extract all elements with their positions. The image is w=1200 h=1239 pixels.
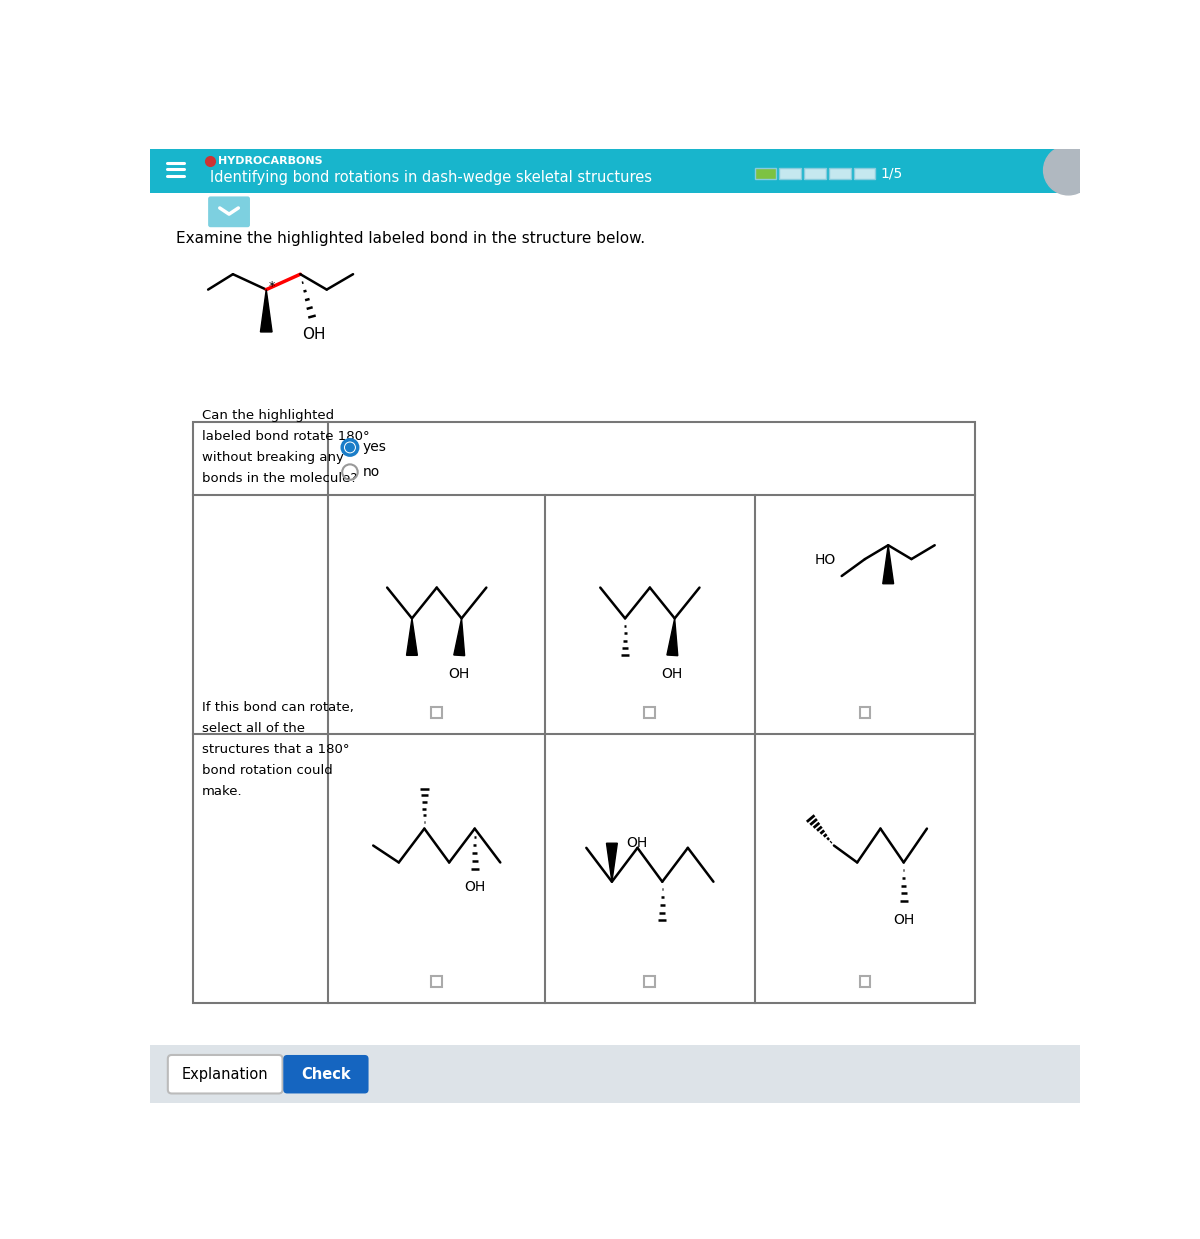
Bar	[431, 976, 442, 987]
Text: Explanation: Explanation	[182, 1067, 269, 1082]
Text: OH: OH	[464, 880, 485, 895]
Text: OH: OH	[661, 667, 683, 681]
Circle shape	[346, 444, 354, 452]
Text: Check: Check	[301, 1067, 350, 1082]
FancyBboxPatch shape	[208, 197, 250, 227]
Polygon shape	[407, 618, 418, 655]
Bar	[859, 707, 870, 717]
Text: HYDROCARBONS: HYDROCARBONS	[218, 156, 323, 166]
Text: OH: OH	[626, 836, 647, 850]
Bar	[829, 169, 851, 178]
Bar	[431, 707, 442, 717]
Text: If this bond can rotate,
select all of the
structures that a 180°
bond rotation : If this bond can rotate, select all of t…	[202, 701, 354, 798]
Bar	[150, 149, 1080, 192]
Bar	[755, 169, 776, 178]
Text: Can the highlighted
labeled bond rotate 180°
without breaking any
bonds in the m: Can the highlighted labeled bond rotate …	[202, 409, 370, 484]
Text: OH: OH	[449, 667, 470, 681]
Text: OH: OH	[893, 912, 914, 927]
Polygon shape	[606, 844, 617, 882]
Bar	[644, 976, 655, 987]
Polygon shape	[883, 545, 894, 584]
Polygon shape	[260, 290, 272, 332]
FancyBboxPatch shape	[168, 1054, 282, 1094]
Text: no: no	[362, 465, 379, 479]
Text: Identifying bond rotations in dash-wedge skeletal structures: Identifying bond rotations in dash-wedge…	[210, 171, 653, 186]
Bar	[859, 976, 870, 987]
FancyBboxPatch shape	[283, 1054, 368, 1094]
Text: HO: HO	[815, 553, 835, 566]
Circle shape	[1044, 146, 1093, 195]
Text: Examine the highlighted labeled bond in the structure below.: Examine the highlighted labeled bond in …	[175, 232, 644, 247]
Bar	[853, 169, 876, 178]
Text: *: *	[269, 280, 275, 292]
Bar	[150, 1044, 1080, 1103]
Bar	[193, 422, 976, 1004]
Polygon shape	[667, 618, 678, 655]
Text: OH: OH	[301, 327, 325, 342]
Bar	[644, 707, 655, 717]
Text: 1/5: 1/5	[880, 166, 902, 181]
Text: yes: yes	[362, 440, 386, 455]
Bar	[779, 169, 802, 178]
Polygon shape	[454, 618, 464, 655]
Bar	[804, 169, 826, 178]
